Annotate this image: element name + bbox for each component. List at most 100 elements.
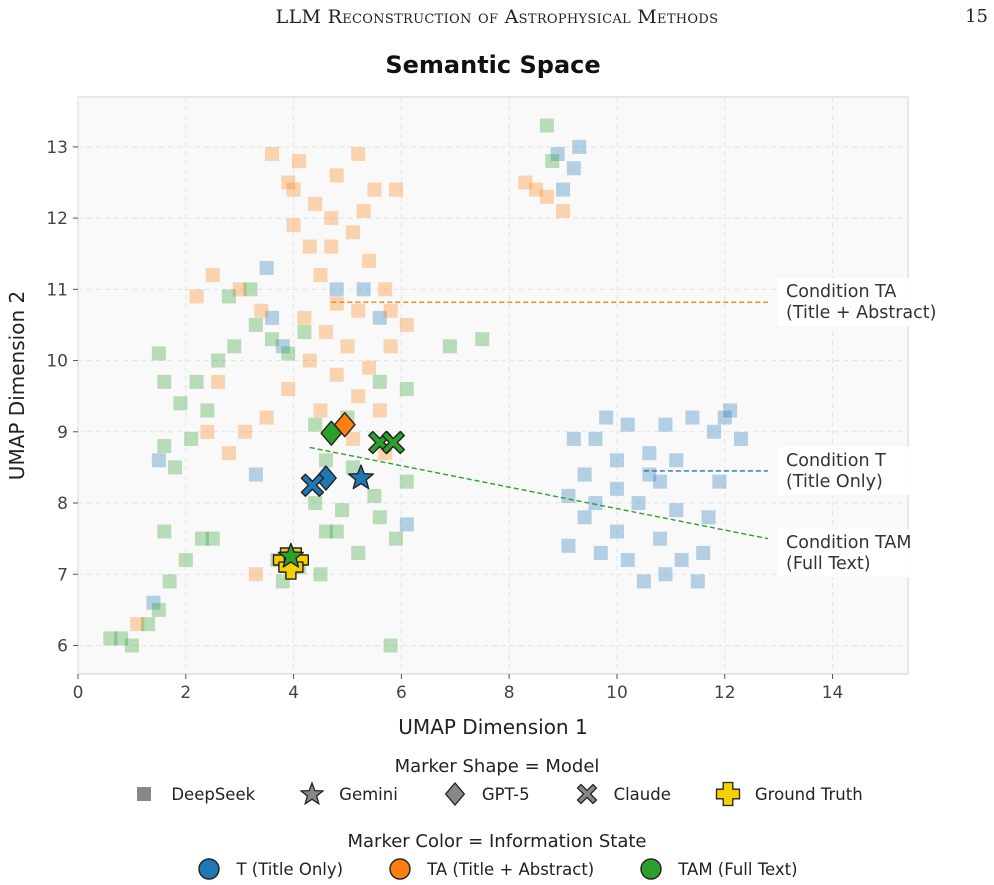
x-tick-label: 12 (714, 683, 736, 703)
plus-icon (715, 781, 741, 807)
legend-label: T (Title Only) (236, 859, 344, 879)
point-deepseek-t (669, 503, 684, 518)
annotation-label-t: (Title Only) (786, 472, 883, 492)
point-deepseek-t (356, 282, 371, 297)
x-icon-shape (576, 783, 597, 805)
point-deepseek-tam (442, 339, 457, 354)
annotation-box-ta (778, 278, 951, 327)
circle-icon (198, 858, 221, 880)
point-deepseek-ta (205, 268, 220, 283)
annotations: Condition TA(Title + Abstract) Condition … (309, 278, 951, 577)
point-deepseek-t (609, 481, 624, 496)
point-deepseek-ta (286, 218, 301, 233)
point-deepseek-t (717, 410, 732, 425)
point-deepseek-ta (329, 367, 344, 382)
chart-title: Semantic Space (385, 51, 600, 79)
legend-item-claude: Claude (574, 781, 671, 807)
star-icon (299, 781, 325, 806)
grid-lines (77, 97, 908, 674)
point-deepseek-t (566, 161, 581, 176)
annotation-box-t (778, 446, 951, 495)
point-deepseek-tam (383, 638, 398, 653)
point-deepseek-ta (539, 189, 554, 204)
point-deepseek-ta (265, 146, 280, 161)
point-deepseek-t (561, 538, 576, 553)
plus-icon-shape (715, 781, 741, 807)
diamond-icon-shape (444, 781, 466, 807)
point-deepseek-tam (103, 631, 118, 646)
annotation-line-tam (309, 446, 769, 540)
point-deepseek-t (685, 410, 700, 425)
point-deepseek-t (620, 553, 635, 568)
annotation-label-tam: Condition TAM (786, 533, 911, 553)
point-deepseek-tam (318, 524, 333, 539)
point-deepseek-ta (388, 182, 403, 197)
point-deepseek-ta (302, 353, 317, 368)
point-deepseek-ta (313, 403, 328, 418)
point-deepseek-t (658, 567, 673, 582)
point-deepseek-ta (248, 567, 263, 582)
point-deepseek-t (696, 545, 711, 560)
point-deepseek-ta (189, 289, 204, 304)
point-deepseek-ta (351, 146, 366, 161)
point-deepseek-tam (162, 574, 177, 589)
point-deepseek-tam (539, 118, 554, 133)
point-deepseek-tam (297, 325, 312, 340)
y-tick-label: 11 (46, 280, 68, 300)
x-icon (576, 783, 597, 805)
point-deepseek-tam (184, 431, 199, 446)
y-axis-label: UMAP Dimension 2 (5, 291, 29, 480)
point-deepseek-tam (318, 453, 333, 468)
point-deepseek-ta (221, 446, 236, 461)
point-deepseek-t (561, 488, 576, 503)
y-tick-label: 8 (57, 494, 68, 514)
point-deepseek-tam (151, 602, 166, 617)
point-deepseek-t (620, 417, 635, 432)
point-deepseek-ta (324, 211, 339, 226)
point-deepseek-ta (362, 360, 377, 375)
point-deepseek-tam (367, 488, 382, 503)
page-number: 15 (965, 6, 988, 27)
point-deepseek-ta (351, 389, 366, 404)
star-icon-shape (299, 781, 325, 806)
point-deepseek-t (275, 339, 290, 354)
point-deepseek-tam (351, 545, 366, 560)
point-deepseek-t (259, 260, 274, 275)
point-deepseek-tam (248, 317, 263, 332)
point-deepseek-ta (313, 268, 328, 283)
point-deepseek-t (712, 474, 727, 489)
plot-area (77, 96, 909, 675)
point-deepseek-ta (259, 410, 274, 425)
point-deepseek-ta (367, 182, 382, 197)
circle-icon-shape (389, 858, 411, 880)
circle-icon-shape (640, 858, 662, 880)
point-deepseek-ta (378, 282, 393, 297)
point-deepseek-t (566, 431, 581, 446)
point-deepseek-tam (157, 524, 172, 539)
running-head: LLM Reconstruction of Astrophysical Meth… (0, 6, 994, 28)
point-deepseek-tam (221, 289, 236, 304)
point-deepseek-ta (254, 303, 269, 318)
point-deepseek-tam (372, 510, 387, 525)
point-deepseek-tam (151, 346, 166, 361)
point-deepseek-ta (281, 175, 296, 190)
point-deepseek-tam (114, 631, 129, 646)
point-deepseek-tam (211, 353, 226, 368)
point-deepseek-ta (308, 196, 323, 211)
point-deepseek-ta (351, 303, 366, 318)
point-deepseek-t (653, 474, 668, 489)
marker-claude-tam (381, 430, 405, 455)
point-deepseek-ta (329, 296, 344, 311)
point-deepseek-tam (545, 154, 560, 169)
annotation-box-tam (778, 528, 951, 577)
legend-item-t-title-only: T (Title Only) (196, 856, 343, 882)
y-tick-label: 10 (46, 352, 68, 372)
point-deepseek-ta (383, 303, 398, 318)
square-icon (137, 787, 152, 801)
point-deepseek-t (631, 496, 646, 511)
point-deepseek-tam (281, 346, 296, 361)
point-deepseek-t (572, 139, 587, 154)
legend-item-ta-title-abstract: TA (Title + Abstract) (387, 856, 594, 882)
point-deepseek-ta (200, 424, 215, 439)
legend-color-title: Marker Color = Information State (347, 831, 647, 852)
